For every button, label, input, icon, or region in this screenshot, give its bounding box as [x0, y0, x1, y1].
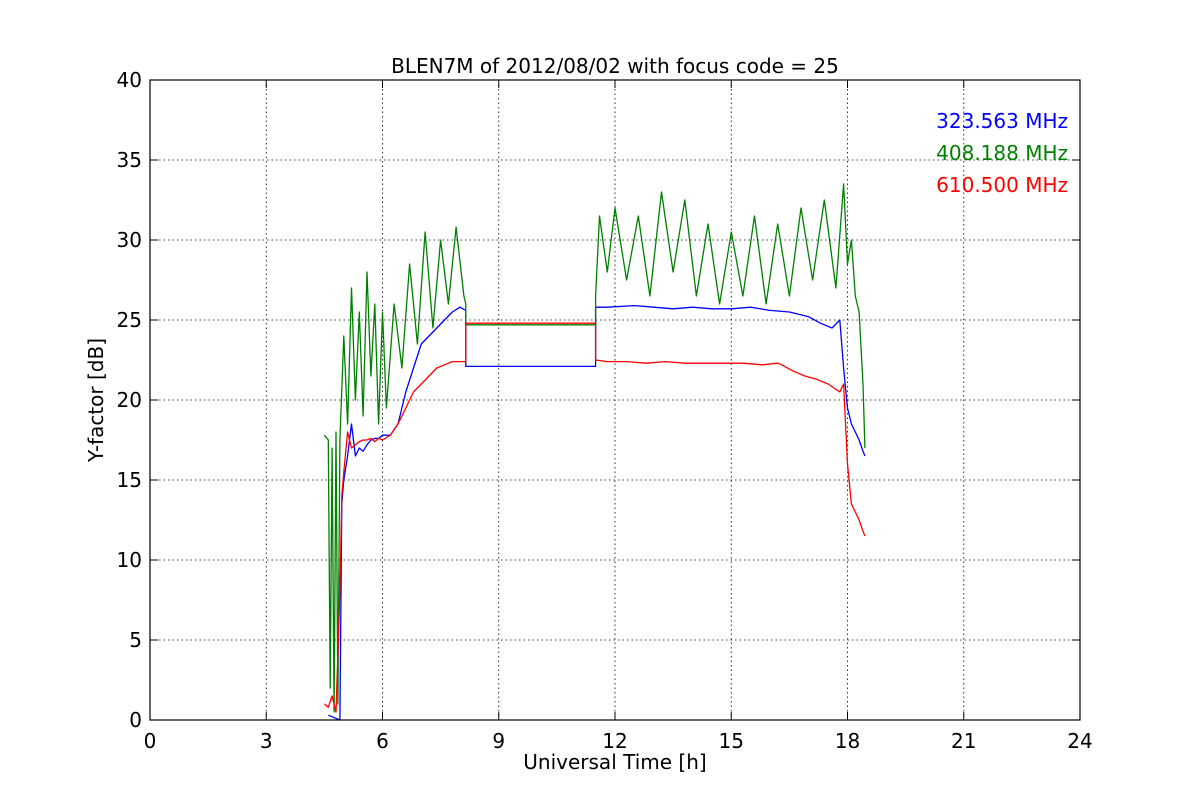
series-line-3 [323, 322, 866, 713]
x-tick-label-7: 21 [951, 729, 976, 753]
x-tick-label-8: 24 [1067, 729, 1092, 753]
legend: 323.563 MHz 408.188 MHz 610.500 MHz [936, 109, 1068, 197]
y-axis-label: Y-factor [dB] [84, 338, 108, 463]
legend-entry-3: 610.500 MHz [936, 173, 1068, 197]
legend-entry-2: 408.188 MHz [936, 141, 1068, 165]
y-tick-label-8: 40 [117, 68, 142, 92]
series-layer [323, 183, 866, 721]
y-tick-label-4: 20 [117, 388, 142, 412]
x-tick-label-3: 9 [492, 729, 505, 753]
x-tick-label-5: 15 [719, 729, 744, 753]
x-axis-label: Universal Time [h] [523, 750, 706, 774]
y-tick-label-3: 15 [117, 468, 142, 492]
x-tick-label-2: 6 [376, 729, 389, 753]
y-tick-label-0: 0 [129, 708, 142, 732]
x-tick-label-1: 3 [260, 729, 273, 753]
series-line-1 [328, 304, 866, 721]
y-tick-label-7: 35 [117, 148, 142, 172]
x-tick-label-6: 18 [835, 729, 860, 753]
axis-ticks: 0 3 6 9 12 15 18 21 24 0 5 10 15 20 25 30 35 40 [117, 68, 1093, 753]
x-tick-label-0: 0 [144, 729, 157, 753]
chart-title: BLEN7M of 2012/08/02 with focus code = 2… [391, 54, 839, 78]
y-tick-label-2: 10 [117, 548, 142, 572]
series-line-2 [323, 183, 866, 713]
x-tick-label-4: 12 [602, 729, 627, 753]
legend-entry-1: 323.563 MHz [936, 109, 1068, 133]
y-tick-label-6: 30 [117, 228, 142, 252]
y-tick-label-1: 5 [129, 628, 142, 652]
grid [150, 80, 1080, 720]
y-tick-label-5: 25 [117, 308, 142, 332]
